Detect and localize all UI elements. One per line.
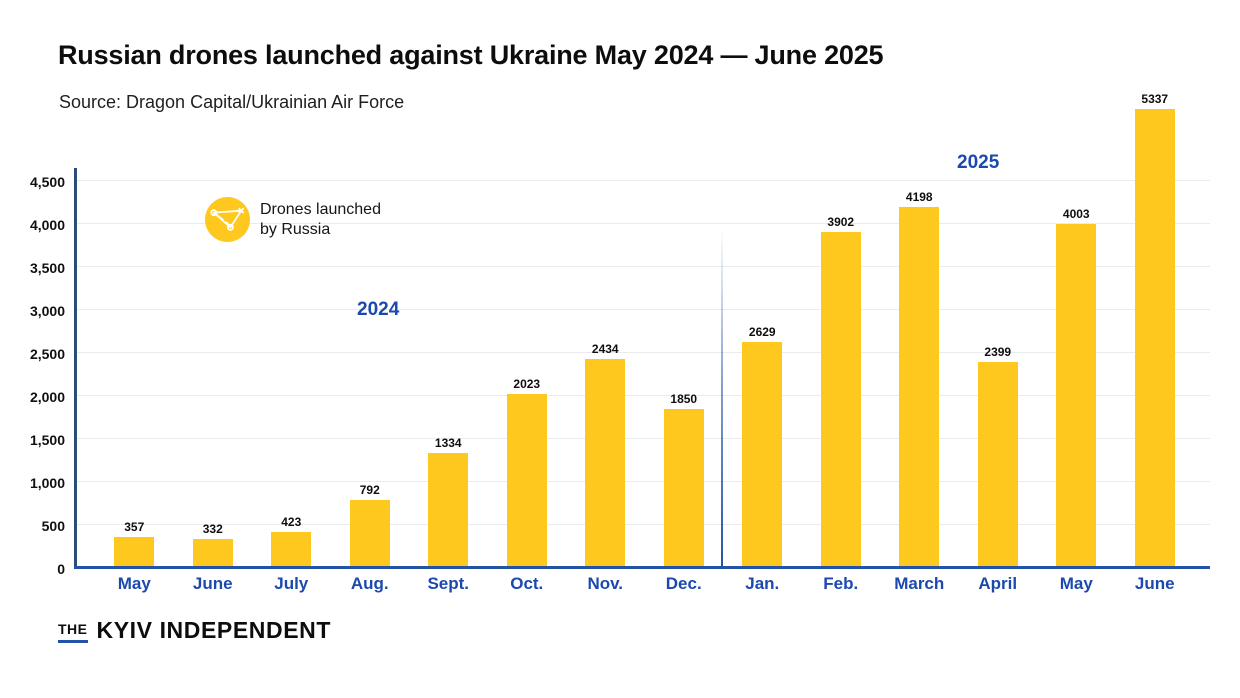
- x-axis-month-label: June: [192, 574, 233, 593]
- x-axis-month-label: Oct.: [510, 574, 544, 593]
- y-axis-tick-label: 3,000: [29, 303, 65, 319]
- bar: [977, 361, 1018, 568]
- gridline-4000: [75, 223, 1210, 224]
- y-axis-tick-label: 4,500: [29, 174, 65, 190]
- legend-label-line1: Drones launched: [260, 200, 381, 218]
- bar-value-label: 1850: [670, 391, 698, 406]
- bar: [1134, 109, 1175, 568]
- bar: [192, 539, 233, 568]
- bar: [899, 206, 940, 568]
- year-divider-line: [721, 228, 723, 568]
- x-axis-month-label: Feb.: [823, 574, 859, 593]
- bar-value-label: 3902: [827, 215, 855, 230]
- gridline-4500: [75, 180, 1210, 181]
- bar-slot: 4003: [1037, 90, 1116, 568]
- bar: [742, 341, 783, 568]
- bar-value-label: 1334: [434, 436, 462, 451]
- source-line: Source: Dragon Capital/Ukrainian Air For…: [59, 92, 405, 112]
- x-axis-month-label: July: [274, 574, 309, 593]
- chart-legend: Drones launched by Russia: [204, 196, 381, 243]
- bar: [271, 531, 312, 568]
- year-annotation-2025: 2025: [957, 152, 1000, 173]
- bar-value-label: 5337: [1141, 92, 1169, 107]
- bar-slot: 332: [174, 90, 253, 568]
- x-axis-labels: May June July Aug. Sept. Oct. Nov. Dec. Jan. Feb.…: [75, 568, 1210, 594]
- bar-value-label: 2023: [513, 377, 541, 392]
- bar-value-label: 2399: [984, 344, 1012, 359]
- bar-slot: 2023: [488, 90, 567, 568]
- bar-slot: 792: [331, 90, 410, 568]
- y-axis-tick-label: 500: [41, 518, 65, 534]
- y-axis-tick-label: 4,000: [29, 217, 65, 233]
- y-axis-tick-label: 3,500: [29, 260, 65, 276]
- bar-slot: 5337: [1116, 90, 1195, 568]
- x-axis-month-label: April: [978, 574, 1018, 593]
- gridline-3000: [75, 309, 1210, 310]
- bar: [506, 394, 547, 568]
- kyiv-independent-logo: THE KYIV INDEPENDENT: [58, 617, 331, 644]
- bar: [820, 232, 861, 568]
- gridline-2000: [75, 395, 1210, 396]
- bar: [349, 499, 390, 568]
- y-axis-tick-label: 2,000: [29, 389, 65, 405]
- x-axis-month-label: Dec.: [665, 574, 702, 593]
- bars-row: 357 332 423 792 1334 2023 2434 1850 2629 3902 4198…: [75, 90, 1210, 568]
- bar-slot: 4198: [880, 90, 959, 568]
- y-axis-tick-label: 0: [57, 561, 65, 577]
- bar-slot: 3902: [802, 90, 881, 568]
- y-axis-tick-label: 1,500: [29, 432, 65, 448]
- bar: [663, 408, 704, 568]
- gridline-1000: [75, 481, 1210, 482]
- page-title: Russian drones launched against Ukraine …: [58, 40, 884, 70]
- year-annotation-2024: 2024: [357, 299, 400, 320]
- gridline-3500: [75, 266, 1210, 267]
- bar-value-label: 792: [359, 482, 380, 497]
- x-axis-month-label: March: [894, 574, 945, 593]
- bar-value-label: 357: [124, 520, 145, 535]
- gridline-500: [75, 524, 1210, 525]
- legend-label: Drones launched by Russia: [260, 200, 381, 240]
- bar-slot: 423: [252, 90, 331, 568]
- legend-label-line2: by Russia: [260, 220, 331, 238]
- bar: [114, 537, 155, 568]
- bar-value-label: 4003: [1062, 206, 1090, 221]
- gridline-2500: [75, 352, 1210, 353]
- bar: [585, 358, 626, 568]
- x-axis-month-label: June: [1134, 574, 1175, 593]
- gridline-1500: [75, 438, 1210, 439]
- y-axis-tick-label: 2,500: [29, 346, 65, 362]
- logo-the: THE: [58, 621, 88, 643]
- bar-value-label: 2434: [591, 341, 619, 356]
- x-axis-line: [74, 566, 1210, 569]
- x-axis-month-label: Sept.: [427, 574, 470, 593]
- logo-name: KYIV INDEPENDENT: [96, 617, 332, 643]
- bar-value-label: 2629: [748, 324, 776, 339]
- y-axis-tick-label: 1,000: [29, 475, 65, 491]
- x-axis-month-label: May: [117, 574, 151, 593]
- bar-value-label: 332: [202, 522, 223, 537]
- bar-slot: 1334: [409, 90, 488, 568]
- drone-icon: [204, 196, 251, 243]
- bar-value-label: 423: [281, 514, 302, 529]
- x-axis-month-label: Nov.: [587, 574, 624, 593]
- bar: [428, 453, 469, 568]
- bar-slot: 1850: [645, 90, 724, 568]
- y-axis-line: [74, 168, 77, 568]
- bar-slot: 2434: [566, 90, 645, 568]
- bar-slot: 2629: [723, 90, 802, 568]
- x-axis-month-label: Aug.: [350, 574, 389, 593]
- x-axis-month-label: May: [1059, 574, 1093, 593]
- bar-slot: 357: [95, 90, 174, 568]
- plot-area: 0 500 1,000 1,500 2,000 2,500 3,000 3,500 4,000 4…: [30, 90, 1210, 593]
- bar: [1056, 223, 1097, 568]
- bar-slot: 2399: [959, 90, 1038, 568]
- bar-value-label: 4198: [905, 189, 933, 204]
- x-axis-month-label: Jan.: [745, 574, 780, 593]
